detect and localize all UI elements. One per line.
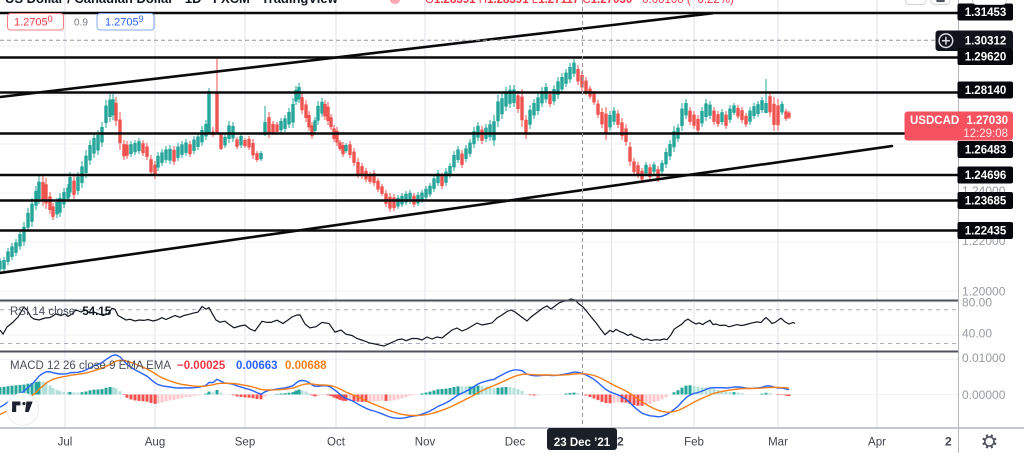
svg-text:80.00: 80.00 [962, 296, 992, 310]
svg-text:0.9: 0.9 [74, 18, 88, 29]
svg-text:40.00: 40.00 [962, 327, 992, 341]
svg-text:Dec: Dec [505, 437, 526, 449]
svg-text:1.23685: 1.23685 [965, 196, 1007, 208]
svg-text:Sep: Sep [235, 437, 255, 449]
svg-text:1.27050: 1.27050 [14, 14, 53, 29]
svg-text:−0.00025: −0.00025 [177, 360, 226, 372]
svg-text:2: 2 [617, 435, 624, 449]
svg-text:1.29620: 1.29620 [965, 52, 1007, 64]
svg-text:USDCAD: USDCAD [910, 115, 959, 127]
svg-text:Mar: Mar [768, 437, 788, 449]
svg-text:Aug: Aug [145, 437, 165, 449]
svg-text:US Dollar / Canadian Dollar ·: US Dollar / Canadian Dollar · 1D · FXCM … [5, 0, 339, 6]
svg-text:1.27059: 1.27059 [105, 14, 144, 29]
svg-text:MACD 12 26 close 9 EMA EMA: MACD 12 26 close 9 EMA EMA [10, 360, 171, 372]
svg-text:23 Dec ’21: 23 Dec ’21 [554, 437, 611, 449]
svg-text:1.24696: 1.24696 [965, 170, 1007, 182]
svg-text:1.30312: 1.30312 [965, 36, 1007, 48]
svg-text:1.28140: 1.28140 [965, 85, 1007, 97]
svg-text:1.31453: 1.31453 [965, 7, 1007, 19]
svg-text:Nov: Nov [415, 437, 436, 449]
svg-text:0.00663: 0.00663 [236, 360, 278, 372]
svg-text:0.01000: 0.01000 [962, 351, 1006, 365]
svg-text:0.00000: 0.00000 [962, 388, 1006, 402]
svg-text:Jul: Jul [58, 437, 73, 449]
svg-text:1.22435: 1.22435 [965, 226, 1007, 238]
svg-text:Apr: Apr [868, 437, 886, 449]
svg-text:Feb: Feb [684, 437, 704, 449]
svg-text:1.20000: 1.20000 [962, 285, 1006, 299]
svg-text:2: 2 [945, 435, 952, 449]
svg-text:12:29:08: 12:29:08 [963, 128, 1008, 140]
svg-text:1.26483: 1.26483 [965, 145, 1007, 157]
svg-text:O1.28391 H1.28391 L1.27117 C1.: O1.28391 H1.28391 L1.27117 C1.27030 −0.0… [425, 0, 734, 6]
svg-text:Oct: Oct [327, 437, 346, 449]
svg-text:0.00688: 0.00688 [285, 360, 327, 372]
svg-text:1.27030: 1.27030 [966, 115, 1008, 127]
svg-text:RSI 14 close 54.15: RSI 14 close 54.15 [10, 306, 112, 318]
